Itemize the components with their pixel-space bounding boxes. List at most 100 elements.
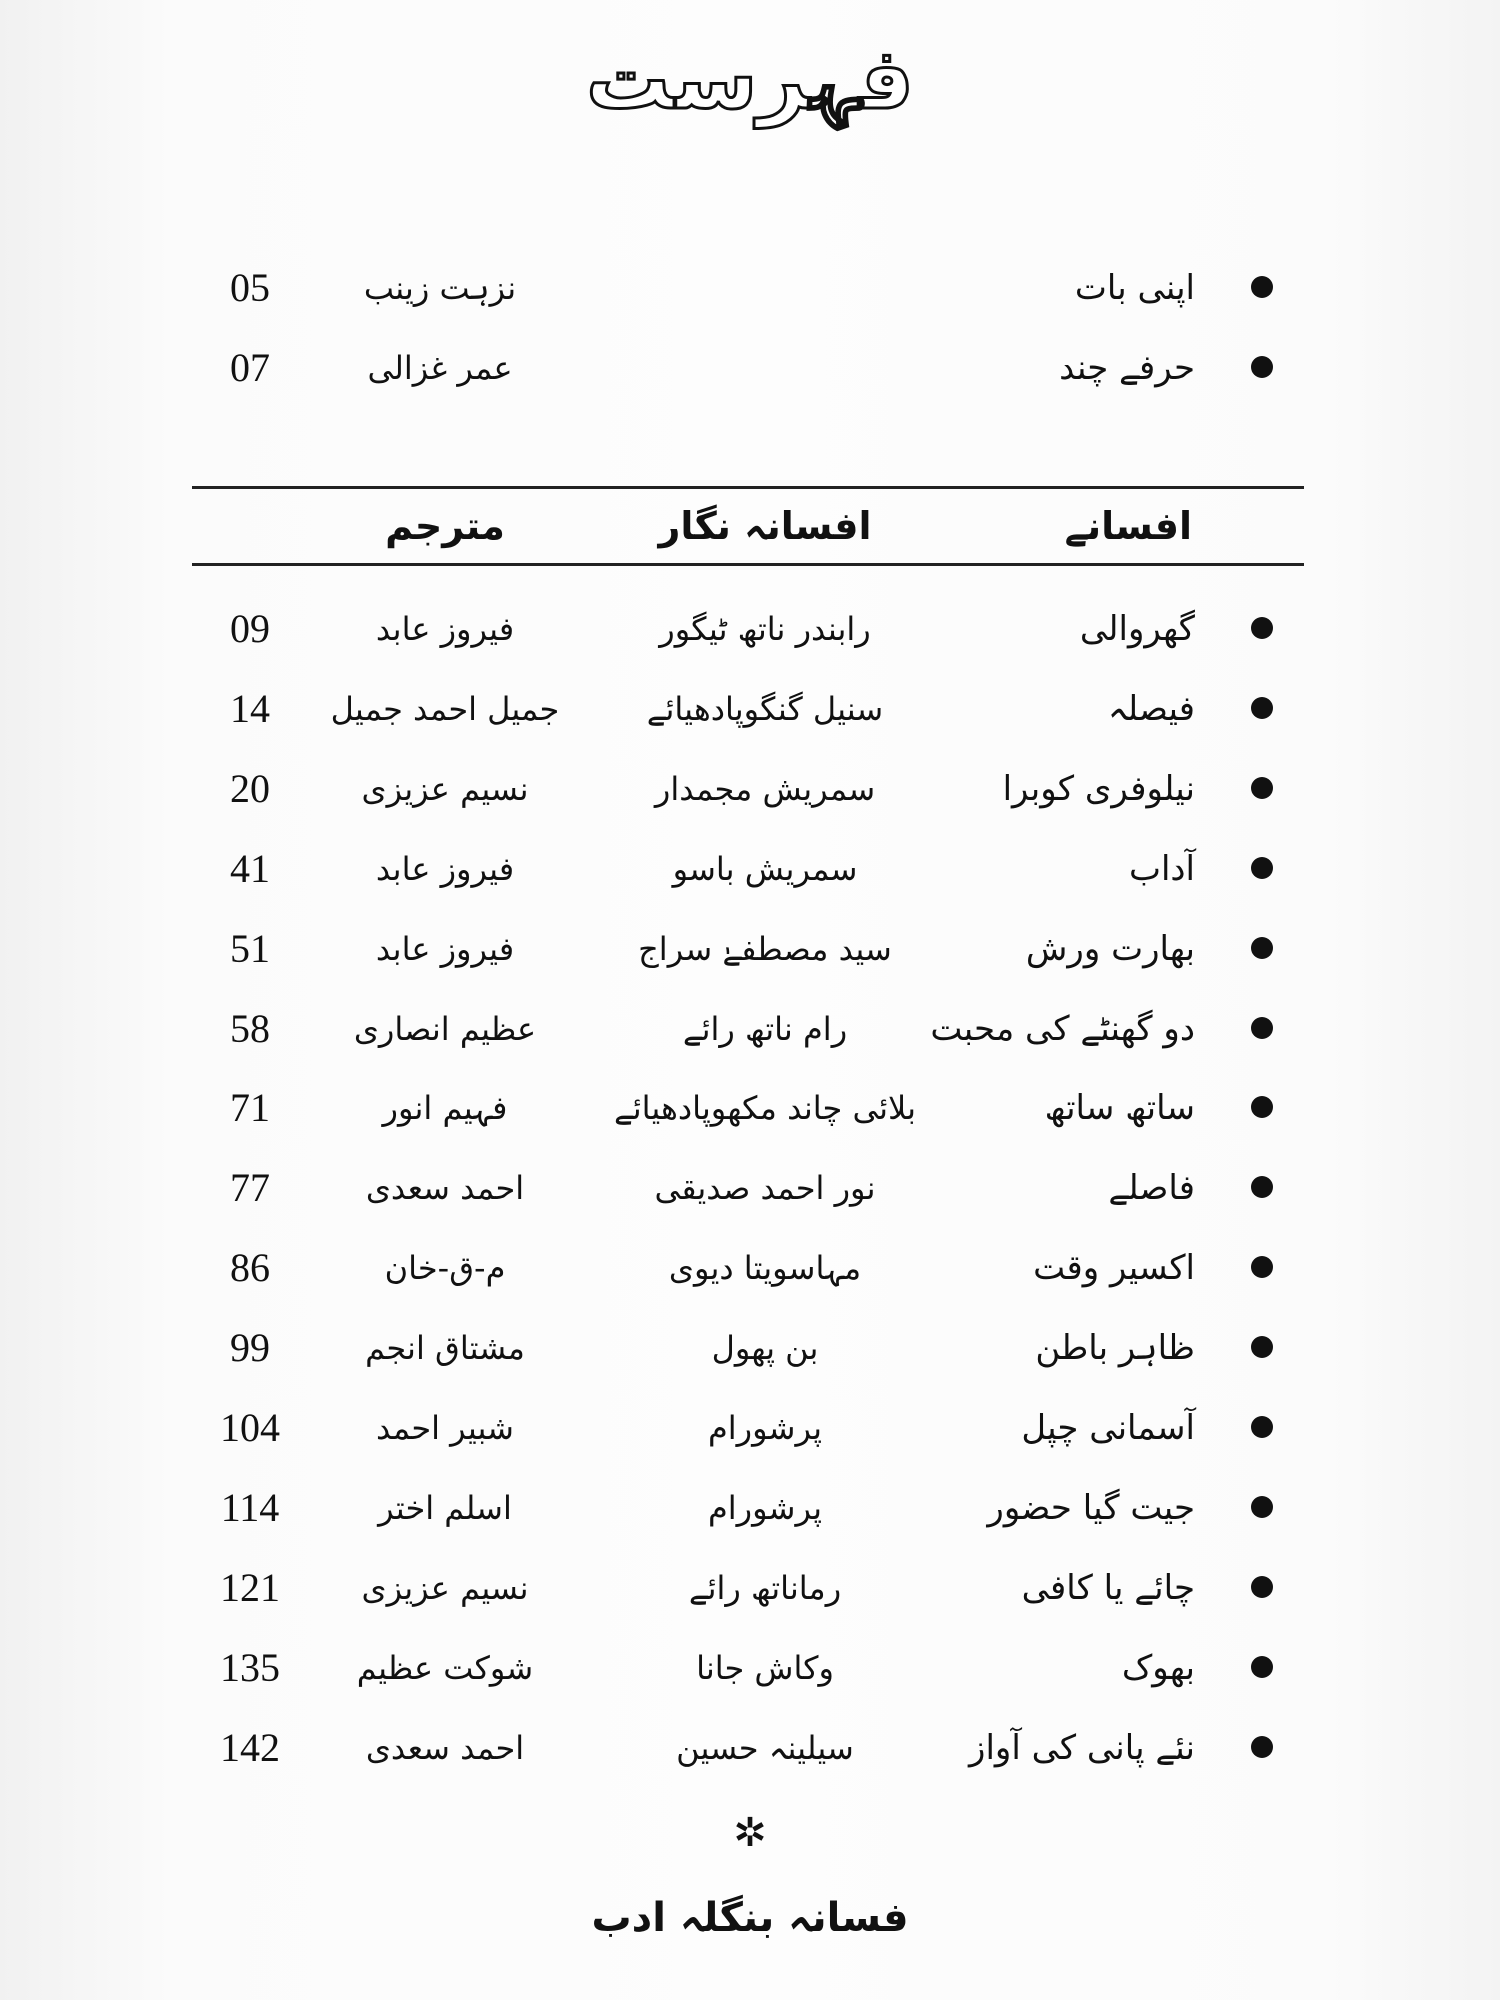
page-number: 09 (230, 606, 270, 651)
story-author: مہاسویتا دیوی (668, 1249, 862, 1288)
story-author: سید مصطفےٰ سراج (638, 929, 892, 968)
page-number: 07 (230, 345, 270, 390)
story-author: سنیل گنگوپادھیائے (646, 689, 884, 728)
story-author: سمریش مجمدار (654, 769, 876, 808)
header-authors: افسانہ نگار (658, 504, 872, 548)
story-translator: نسیم عزیزی (361, 1568, 529, 1607)
bullet-icon (1251, 1495, 1273, 1518)
table-row: نئے پانی کی آواز سیلینہ حسین احمد سعدی 142 (0, 1708, 1500, 1788)
page-number: 05 (230, 265, 270, 310)
intro-author: نزہت زینب (363, 269, 517, 307)
story-author: پرشورام (707, 1488, 823, 1527)
story-title: نئے پانی کی آواز (969, 1727, 1195, 1768)
table-row: آسمانی چپل پرشورام شبیر احمد 104 (0, 1388, 1500, 1468)
bullet-icon (1251, 1256, 1273, 1279)
bullet-icon (1251, 1176, 1273, 1199)
story-translator: فیروز عابد (375, 849, 515, 888)
story-title: آداب (1128, 848, 1195, 889)
page-number: 77 (230, 1165, 270, 1211)
story-translator: اسلم اختر (378, 1488, 512, 1527)
story-title: گھروالی (1079, 609, 1195, 649)
story-author: رام ناتھ رائے (682, 1009, 848, 1048)
page-number: 14 (230, 685, 270, 731)
story-translator: شوکت عظیم (356, 1648, 534, 1687)
table-row: آداب سمریش باسو فیروز عابد 41 (0, 829, 1500, 909)
story-author: سیلینہ حسین (676, 1728, 854, 1767)
bullet-icon (1251, 356, 1273, 378)
story-author: نور احمد صدیقی (654, 1169, 876, 1208)
header-translators: مترجم (385, 504, 505, 548)
story-translator: نسیم عزیزی (361, 769, 529, 808)
table-row: گھروالی رابندر ناتھ ٹیگور فیروز عابد 09 (0, 589, 1500, 669)
story-title: ساتھ ساتھ (1044, 1088, 1195, 1129)
bullet-icon (1251, 1416, 1273, 1438)
page-number: 99 (230, 1325, 270, 1371)
header-stories: افسانے (1064, 504, 1192, 548)
table-bottom-rule (192, 563, 1304, 566)
story-title: فیصلہ (1107, 688, 1195, 729)
intro-title: اپنی بات (1074, 268, 1195, 308)
bullet-icon (1251, 856, 1273, 879)
bullet-icon (1251, 617, 1273, 639)
page-number: 71 (230, 1085, 270, 1131)
story-title: چائے یا کافی (1021, 1567, 1195, 1608)
story-author: رماناتھ رائے (688, 1568, 842, 1607)
table-row: فاصلے نور احمد صدیقی احمد سعدی 77 (0, 1148, 1500, 1228)
story-translator: فہیم انور (382, 1089, 508, 1128)
page-number: 58 (230, 1005, 270, 1051)
page-number: 51 (230, 925, 270, 971)
star-ornament-icon: ✲ (733, 1810, 767, 1856)
story-title: اکسیر وقت (1033, 1248, 1195, 1289)
story-title: بھوک (1121, 1647, 1195, 1688)
story-author: بن پھول (711, 1329, 819, 1368)
page-number: 86 (230, 1245, 270, 1291)
table-row: ظاہر باطن بن پھول مشتاق انجم 99 (0, 1308, 1500, 1388)
page-number: 121 (220, 1564, 280, 1610)
story-title: آسمانی چپل (1021, 1408, 1195, 1448)
table-row: جیت گیا حضور پرشورام اسلم اختر 114 (0, 1468, 1500, 1548)
intro-item: اپنی بات نزہت زینب 05 (0, 248, 1500, 328)
story-translator: فیروز عابد (375, 610, 515, 648)
bullet-icon (1251, 1016, 1273, 1039)
bullet-icon (1251, 1735, 1273, 1758)
table-top-rule (192, 486, 1304, 489)
story-translator: فیروز عابد (375, 929, 515, 968)
page-number: 41 (230, 845, 270, 891)
story-translator: احمد سعدی (365, 1169, 525, 1208)
page-number: 104 (220, 1405, 280, 1450)
story-translator: عظیم انصاری (353, 1009, 537, 1048)
bullet-icon (1251, 776, 1273, 799)
story-author: وکاش جانا (696, 1648, 834, 1687)
bullet-icon (1251, 276, 1273, 298)
table-row: نیلوفری کوبرا سمریش مجمدار نسیم عزیزی 20 (0, 749, 1500, 829)
story-title: فاصلے (1108, 1168, 1195, 1209)
story-title: ظاہر باطن (1035, 1328, 1195, 1369)
bullet-icon (1251, 1096, 1273, 1119)
page-number: 142 (220, 1724, 280, 1770)
story-translator: جمیل احمد جمیل (330, 689, 560, 728)
story-translator: احمد سعدی (365, 1728, 525, 1767)
story-title: دو گھنٹے کی محبت (930, 1008, 1195, 1049)
table-row: فیصلہ سنیل گنگوپادھیائے جمیل احمد جمیل 14 (0, 669, 1500, 749)
table-row: بھوک وکاش جانا شوکت عظیم 135 (0, 1628, 1500, 1708)
table-row: چائے یا کافی رماناتھ رائے نسیم عزیزی 121 (0, 1548, 1500, 1628)
intro-title: حرفے چند (1059, 348, 1195, 388)
table-row: دو گھنٹے کی محبت رام ناتھ رائے عظیم انصاری… (0, 989, 1500, 1069)
intro-author: عمر غزالی (367, 349, 513, 387)
page-number: 20 (230, 765, 270, 811)
table-row: ساتھ ساتھ بلائی چاند مکھوپادھیائے فہیم انو… (0, 1068, 1500, 1148)
intro-item: حرفے چند عمر غزالی 07 (0, 328, 1500, 408)
story-title: جیت گیا حضور (987, 1487, 1195, 1528)
footer-book-title: فسانہ بنگلہ ادب (591, 1895, 909, 1941)
bullet-icon (1251, 1575, 1273, 1598)
story-translator: مشتاق انجم (365, 1329, 525, 1368)
story-title: نیلوفری کوبرا (1002, 768, 1195, 809)
page-number: 135 (220, 1644, 280, 1690)
story-translator: م-ق-خان (384, 1249, 506, 1288)
story-translator: شبیر احمد (376, 1409, 514, 1447)
bullet-icon (1251, 696, 1273, 719)
bullet-icon (1251, 1336, 1273, 1359)
table-row: اکسیر وقت مہاسویتا دیوی م-ق-خان 86 (0, 1228, 1500, 1308)
story-title: بھارت ورش (1025, 928, 1195, 969)
